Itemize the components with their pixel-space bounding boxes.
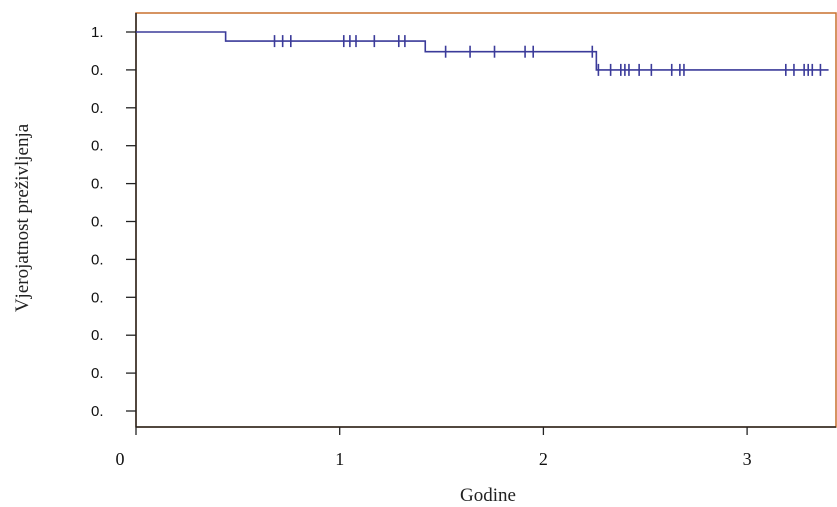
y-tick-label: 0. [91, 214, 104, 231]
plot-frame-top-right [135, 12, 837, 428]
survival-step-line [136, 31, 829, 71]
x-axis-ticks: 0 1 2 3 [116, 427, 752, 469]
y-tick-label: 1. [91, 24, 104, 41]
y-tick-label: 0. [91, 62, 104, 79]
y-tick-label: 0. [91, 251, 104, 268]
x-tick-label: 2 [539, 449, 548, 469]
y-axis-label: Vjerojatnost preživljenja [12, 123, 33, 312]
y-axis-ticks: 1. 0. 0. 0. 0. 0. 0. 0. 0. 0. 0. [91, 24, 136, 420]
x-tick-label: 1 [335, 449, 344, 469]
x-tick-label: 3 [743, 449, 752, 469]
y-tick-label: 0. [91, 176, 104, 193]
y-tick-label: 0. [91, 100, 104, 117]
series-layer [136, 31, 829, 76]
y-tick-label: 0. [91, 327, 104, 344]
y-tick-label: 0. [91, 289, 104, 306]
x-axis-label: Godine [460, 485, 516, 506]
x-tick-label: 0 [116, 449, 125, 469]
y-tick-label: 0. [91, 403, 104, 420]
y-tick-label: 0. [91, 138, 104, 155]
y-tick-label: 0. [91, 365, 104, 382]
